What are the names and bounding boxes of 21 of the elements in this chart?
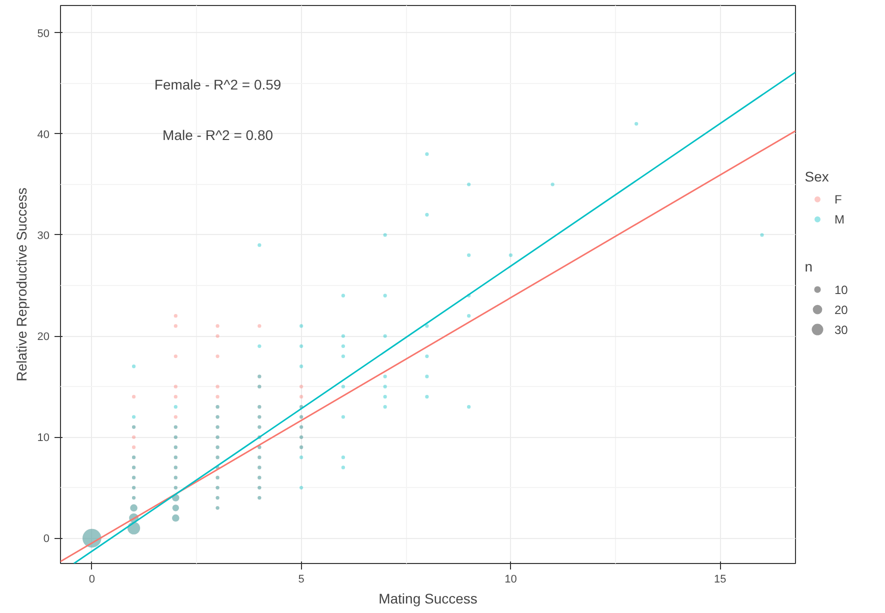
legend-label: M: [834, 212, 844, 226]
x-tick-label: 5: [298, 574, 304, 586]
annotation: Female - R^2 = 0.59: [154, 76, 282, 93]
x-axis-title: Mating Success: [378, 590, 478, 606]
annotation: Male - R^2 = 0.80: [162, 126, 274, 143]
y-tick-label: 50: [37, 28, 50, 40]
legend-label: 30: [834, 323, 848, 338]
y-tick-label: 10: [37, 432, 50, 444]
x-tick-label: 0: [88, 574, 95, 586]
x-tick-label: 10: [504, 574, 517, 586]
y-axis-title: Relative Reproductive Success: [13, 188, 30, 382]
y-tick-label: 0: [43, 533, 50, 546]
legend-label: F: [834, 192, 842, 206]
text: n: [804, 258, 813, 275]
y-tick-label: 20: [37, 331, 50, 344]
y-tick-label: 30: [37, 230, 50, 242]
legend-label: 10: [834, 283, 848, 298]
legend-label: 20: [834, 303, 848, 318]
x-tick-label: 15: [714, 574, 726, 586]
y-tick-label: 40: [37, 128, 50, 141]
legend-title: Sex: [804, 168, 829, 185]
